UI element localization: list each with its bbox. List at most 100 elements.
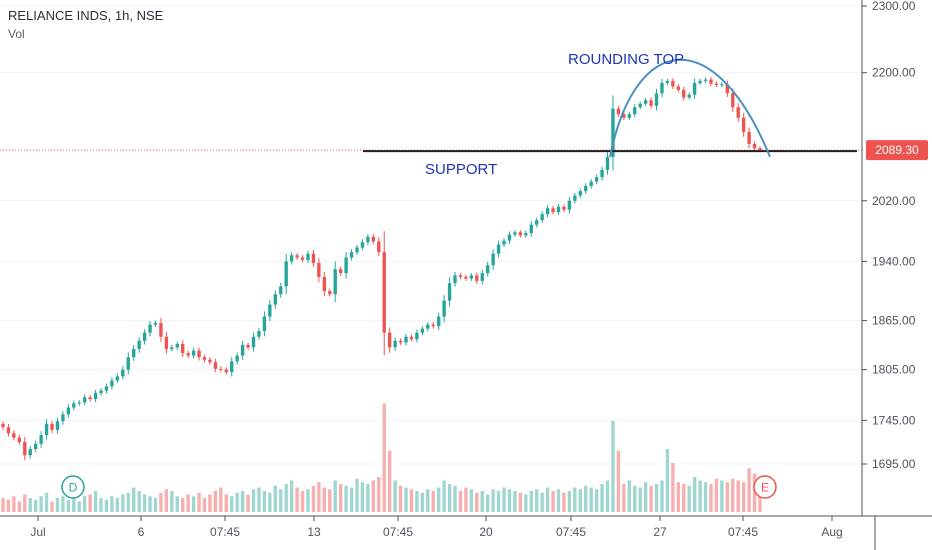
- candle: [507, 231, 512, 244]
- candle: [496, 240, 501, 258]
- volume-bar: [633, 485, 637, 512]
- volume-bar: [55, 498, 60, 512]
- volume-bar: [115, 498, 120, 512]
- candle: [197, 347, 201, 361]
- volume-bar: [398, 485, 403, 512]
- last-price-badge: 2089.30: [866, 140, 928, 161]
- volume-bar: [725, 482, 730, 512]
- volume-bar: [502, 487, 506, 512]
- volume-bar: [567, 491, 572, 512]
- candle: [55, 417, 60, 434]
- candle: [545, 205, 550, 218]
- symbol-title[interactable]: RELIANCE INDS, 1h, NSE: [8, 8, 164, 23]
- volume-bar: [496, 491, 501, 512]
- candle: [72, 400, 76, 411]
- candle: [349, 249, 354, 261]
- candle: [469, 273, 474, 281]
- candle: [741, 112, 746, 137]
- volume-bar: [219, 487, 223, 512]
- candle: [573, 192, 577, 204]
- volume-bar: [747, 468, 751, 512]
- volume-bar: [382, 403, 386, 512]
- candle: [415, 329, 419, 343]
- candle: [447, 277, 452, 307]
- volume-bar: [442, 480, 446, 512]
- candle: [747, 127, 751, 149]
- volume-bar: [409, 489, 414, 512]
- time-tick-label: 6: [138, 525, 145, 539]
- volume-bar: [132, 487, 136, 512]
- marker-d[interactable]: D: [61, 475, 85, 499]
- time-axis-bg[interactable]: [0, 516, 932, 550]
- volume-bar: [447, 484, 452, 512]
- volume-bar: [420, 492, 425, 512]
- candle: [518, 230, 523, 238]
- volume-bar: [230, 496, 234, 512]
- volume-bar: [665, 449, 670, 512]
- candle: [387, 327, 392, 353]
- candle: [714, 81, 719, 88]
- time-tick-label: 07:45: [210, 525, 240, 539]
- candle: [480, 269, 484, 285]
- volume-bar: [208, 494, 212, 512]
- candle: [230, 357, 234, 377]
- candle: [300, 255, 305, 263]
- candle: [393, 337, 397, 351]
- rounding-top-label: ROUNDING TOP: [568, 51, 684, 68]
- price-tick-label: 2300.00: [872, 0, 916, 13]
- volume-bar: [284, 484, 288, 512]
- volume-bar: [148, 496, 152, 512]
- price-tick-label: 1805.00: [872, 363, 916, 377]
- marker-e[interactable]: E: [753, 475, 777, 499]
- candle: [464, 274, 468, 281]
- volume-bar: [251, 489, 256, 512]
- candle: [279, 282, 283, 298]
- volume-bar: [518, 492, 523, 512]
- volume-bar: [17, 501, 22, 512]
- candle: [251, 332, 256, 352]
- candle: [344, 252, 348, 279]
- volume-bar: [104, 499, 109, 512]
- candle: [660, 79, 664, 98]
- volume-bar: [279, 489, 283, 512]
- volume-bar: [360, 482, 365, 512]
- last-price-value: 2089.30: [875, 143, 919, 157]
- volume-bar: [366, 484, 370, 512]
- candle: [687, 92, 691, 100]
- volume-bar: [300, 491, 305, 512]
- volume-bar: [649, 485, 653, 512]
- candle: [317, 257, 321, 283]
- volume-bar: [235, 492, 239, 512]
- volume-bar: [736, 480, 740, 512]
- candle: [284, 253, 288, 295]
- candle: [6, 424, 11, 437]
- candle: [426, 321, 430, 332]
- candle: [709, 77, 713, 87]
- candle: [115, 373, 120, 384]
- price-axis-bg[interactable]: [862, 0, 932, 516]
- candle: [442, 295, 446, 323]
- candle: [186, 350, 190, 359]
- candles: [1, 77, 762, 461]
- volume-bar: [355, 478, 359, 512]
- volume-bar: [170, 491, 174, 512]
- candle: [333, 261, 337, 303]
- candle: [377, 237, 381, 257]
- volume-bar: [6, 499, 11, 512]
- candle: [382, 231, 386, 356]
- volume-bar: [638, 487, 642, 512]
- candle: [338, 266, 343, 276]
- volume-bar: [469, 489, 474, 512]
- time-tick-label: Jul: [30, 525, 45, 539]
- candle: [556, 203, 561, 215]
- candle: [676, 84, 680, 93]
- volume-legend[interactable]: Vol: [8, 27, 25, 41]
- candle: [633, 104, 637, 118]
- volume-bar: [436, 487, 441, 512]
- volume-bar: [491, 489, 495, 512]
- volume-bar: [529, 491, 533, 512]
- candle: [1, 421, 5, 430]
- volume-bar: [513, 491, 517, 512]
- candle: [50, 420, 54, 434]
